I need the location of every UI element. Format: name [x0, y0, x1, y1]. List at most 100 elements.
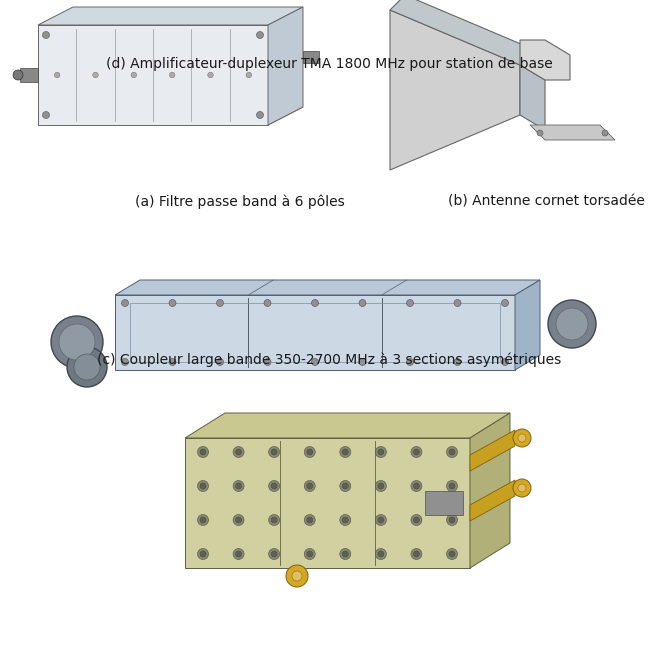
- Circle shape: [340, 447, 351, 457]
- Text: (b) Antenne cornet torsadée: (b) Antenne cornet torsadée: [448, 194, 645, 208]
- Circle shape: [447, 447, 457, 457]
- Circle shape: [269, 549, 279, 559]
- Circle shape: [200, 517, 206, 523]
- Bar: [425, 491, 463, 515]
- Circle shape: [342, 551, 349, 557]
- Circle shape: [413, 517, 419, 523]
- Circle shape: [269, 515, 279, 526]
- Circle shape: [340, 549, 351, 559]
- Circle shape: [54, 72, 60, 78]
- Circle shape: [217, 299, 223, 307]
- Circle shape: [306, 517, 313, 523]
- Circle shape: [449, 551, 455, 557]
- Circle shape: [342, 517, 349, 523]
- Circle shape: [376, 515, 386, 526]
- Circle shape: [411, 549, 422, 559]
- Circle shape: [286, 565, 308, 587]
- Circle shape: [131, 72, 136, 78]
- Circle shape: [306, 551, 313, 557]
- Circle shape: [200, 483, 206, 489]
- Circle shape: [169, 359, 176, 365]
- Circle shape: [304, 515, 315, 526]
- Circle shape: [407, 359, 413, 365]
- Circle shape: [518, 434, 526, 442]
- Circle shape: [342, 483, 349, 489]
- Circle shape: [256, 32, 264, 39]
- Polygon shape: [515, 280, 540, 370]
- Polygon shape: [520, 40, 570, 80]
- Circle shape: [264, 359, 271, 365]
- Circle shape: [537, 130, 543, 136]
- Circle shape: [359, 359, 366, 365]
- Polygon shape: [185, 438, 470, 568]
- Circle shape: [513, 429, 531, 447]
- Polygon shape: [38, 107, 303, 125]
- Circle shape: [306, 483, 313, 489]
- Circle shape: [454, 299, 461, 307]
- Circle shape: [340, 480, 351, 492]
- Polygon shape: [470, 480, 515, 521]
- Circle shape: [447, 549, 457, 559]
- Circle shape: [548, 300, 596, 348]
- Circle shape: [376, 447, 386, 457]
- Circle shape: [501, 359, 509, 365]
- Circle shape: [233, 447, 244, 457]
- Circle shape: [235, 517, 242, 523]
- Circle shape: [501, 299, 509, 307]
- Circle shape: [121, 359, 129, 365]
- Text: (c) Coupleur large bande 350-2700 MHz à 3 sections asymétriques: (c) Coupleur large bande 350-2700 MHz à …: [98, 352, 561, 367]
- Circle shape: [413, 483, 419, 489]
- Circle shape: [42, 32, 49, 39]
- Circle shape: [235, 551, 242, 557]
- Circle shape: [378, 449, 384, 455]
- Circle shape: [198, 447, 208, 457]
- Polygon shape: [520, 65, 545, 130]
- Circle shape: [413, 551, 419, 557]
- Circle shape: [304, 447, 315, 457]
- Circle shape: [407, 299, 413, 307]
- Circle shape: [59, 324, 95, 360]
- Circle shape: [312, 299, 318, 307]
- Circle shape: [74, 354, 100, 380]
- Circle shape: [513, 479, 531, 497]
- Circle shape: [217, 359, 223, 365]
- Circle shape: [340, 515, 351, 526]
- Circle shape: [200, 551, 206, 557]
- Circle shape: [169, 72, 175, 78]
- Circle shape: [269, 480, 279, 492]
- Circle shape: [447, 480, 457, 492]
- Circle shape: [233, 515, 244, 526]
- Circle shape: [304, 480, 315, 492]
- Circle shape: [198, 549, 208, 559]
- Circle shape: [271, 551, 277, 557]
- Circle shape: [271, 449, 277, 455]
- Circle shape: [208, 72, 214, 78]
- Circle shape: [42, 111, 49, 118]
- Circle shape: [233, 480, 244, 492]
- Circle shape: [93, 72, 98, 78]
- Polygon shape: [20, 68, 38, 82]
- Polygon shape: [38, 25, 268, 125]
- Circle shape: [235, 483, 242, 489]
- Circle shape: [454, 359, 461, 365]
- Circle shape: [198, 515, 208, 526]
- Circle shape: [312, 359, 318, 365]
- Circle shape: [411, 515, 422, 526]
- Polygon shape: [303, 51, 319, 63]
- Circle shape: [413, 449, 419, 455]
- Circle shape: [447, 515, 457, 526]
- Circle shape: [378, 551, 384, 557]
- Circle shape: [449, 449, 455, 455]
- Circle shape: [342, 449, 349, 455]
- Circle shape: [13, 70, 23, 80]
- Circle shape: [200, 449, 206, 455]
- Circle shape: [359, 299, 366, 307]
- Circle shape: [518, 484, 526, 492]
- Polygon shape: [530, 125, 615, 140]
- Circle shape: [378, 517, 384, 523]
- Circle shape: [378, 483, 384, 489]
- Circle shape: [411, 480, 422, 492]
- Text: (d) Amplificateur-duplexeur TMA 1800 MHz pour station de base: (d) Amplificateur-duplexeur TMA 1800 MHz…: [106, 57, 553, 71]
- Polygon shape: [390, 10, 520, 170]
- Circle shape: [235, 449, 242, 455]
